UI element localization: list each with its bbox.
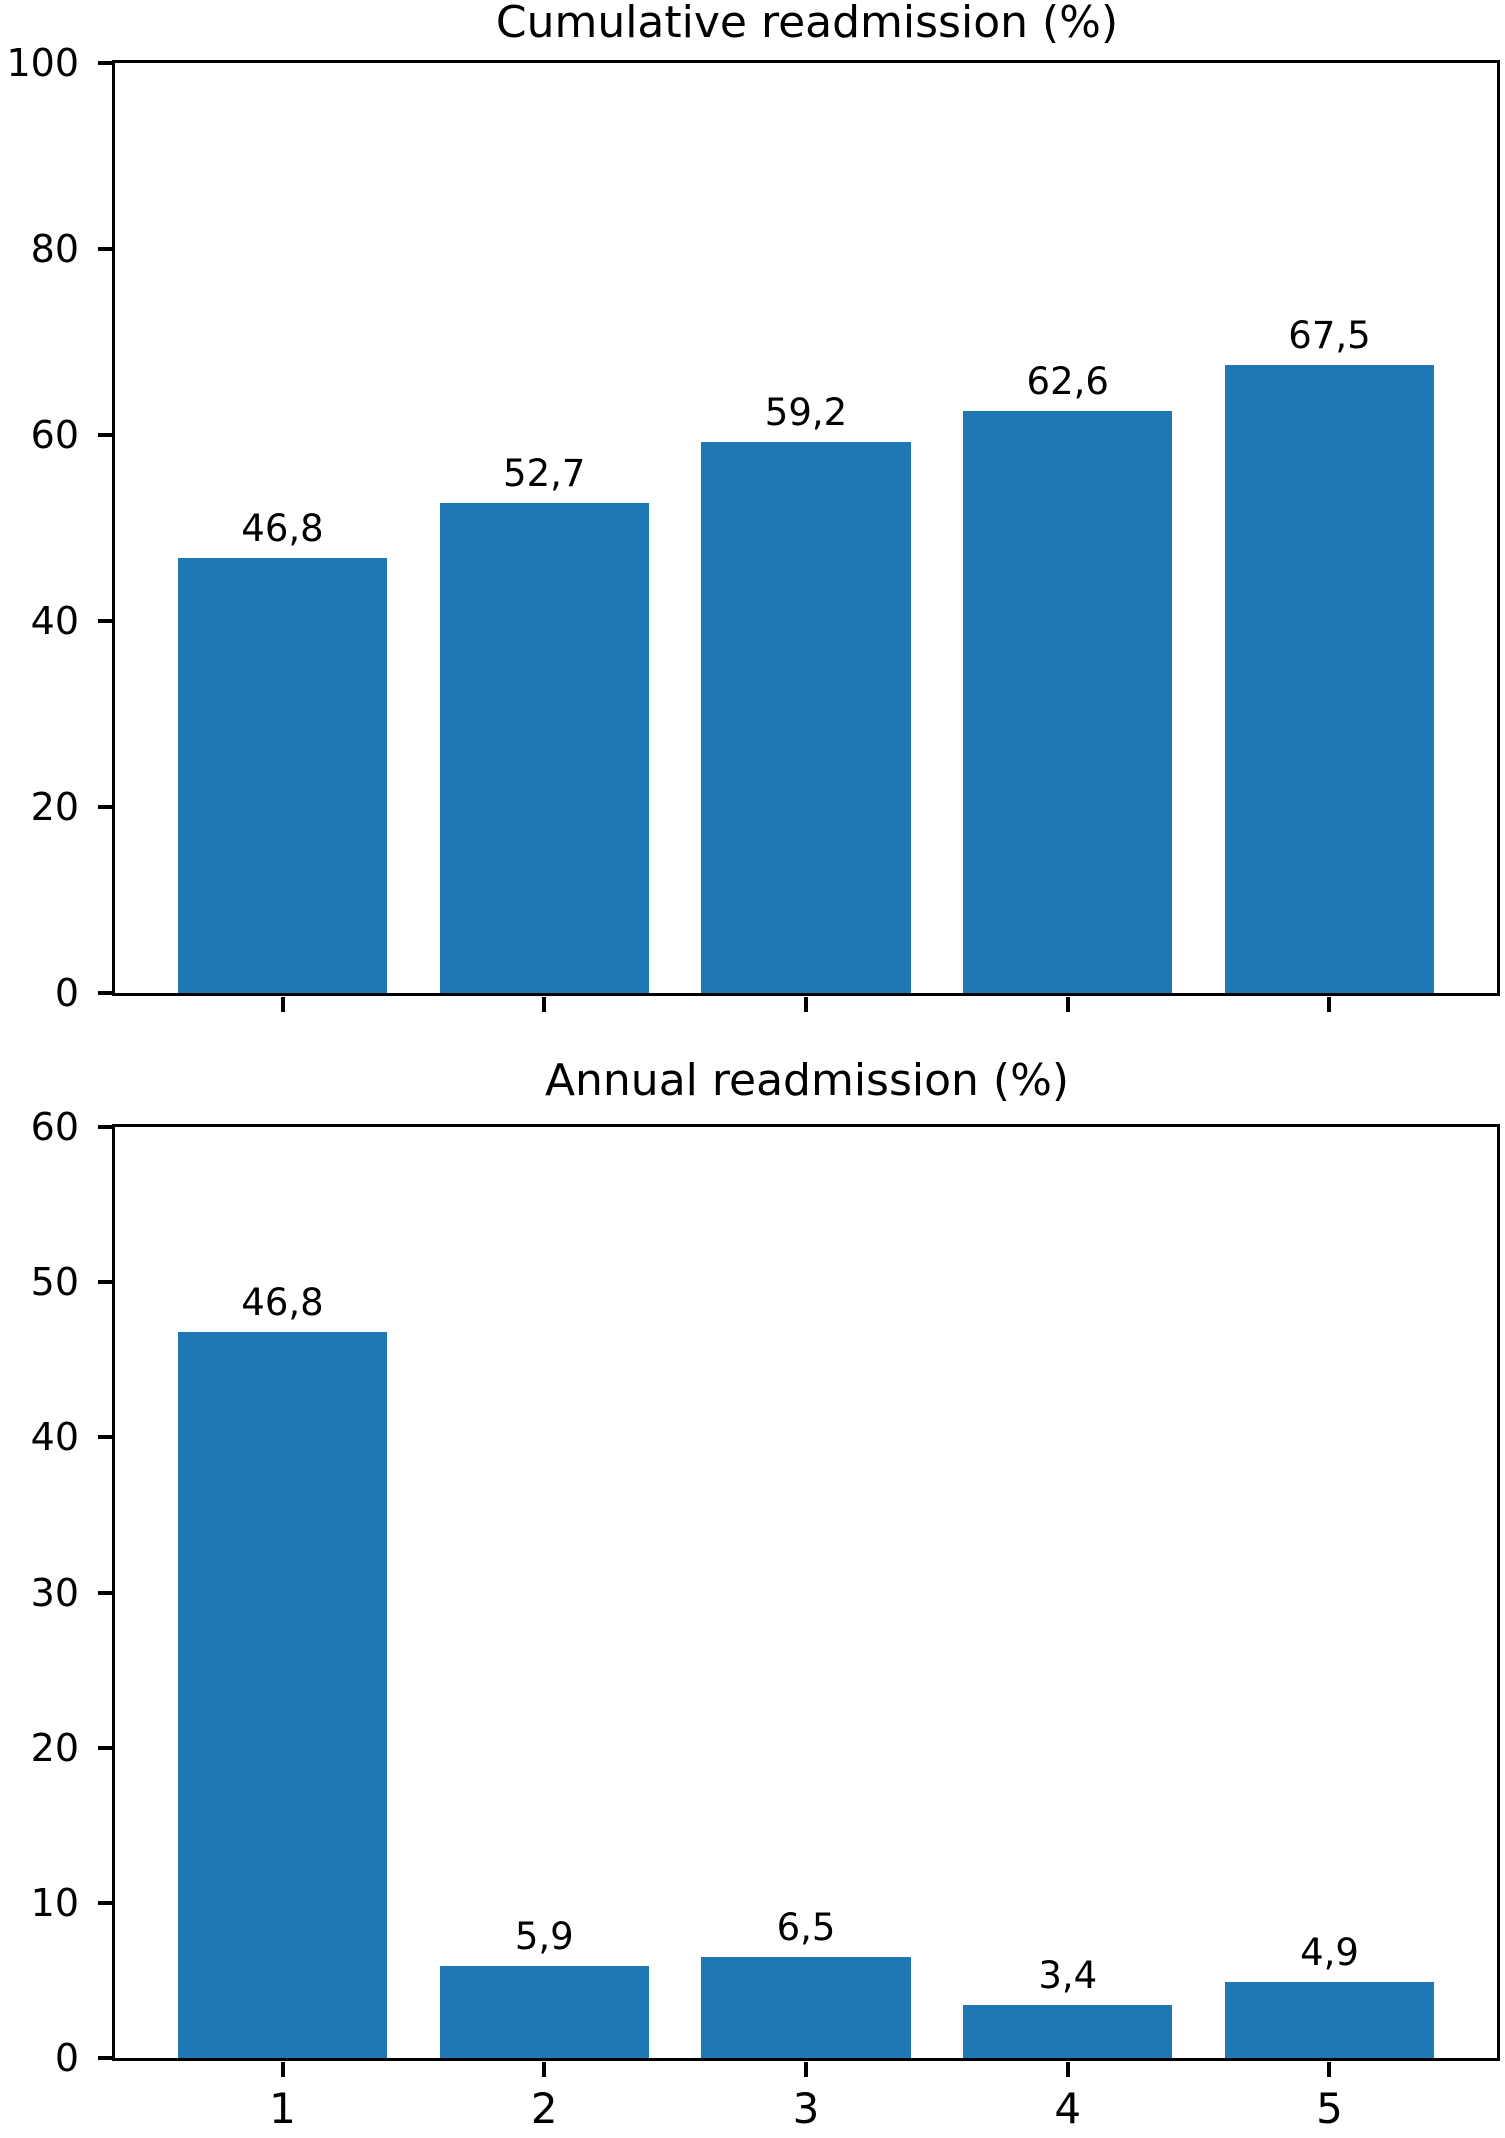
y-tick-label: 0: [54, 971, 79, 1015]
bar: [1224, 1981, 1435, 2058]
y-tick-label: 0: [54, 2036, 79, 2080]
bar: [701, 1957, 911, 2058]
bar-value-label: 67,5: [1288, 314, 1371, 358]
y-tick-label: 50: [30, 1260, 79, 1305]
y-tick-label: 20: [30, 785, 79, 829]
x-tick-mark: [1327, 2062, 1332, 2077]
chart-title-cumulative: Cumulative readmission (%): [495, 0, 1119, 48]
bar: [963, 2005, 1173, 2058]
bar-value-label: 46,8: [241, 506, 324, 550]
bar: [701, 442, 911, 993]
y-tick-mark: [98, 2056, 113, 2060]
bar-value-label: 46,8: [241, 1280, 324, 1324]
bar: [177, 1331, 388, 2058]
x-tick-mark: [280, 997, 285, 1012]
y-tick-mark: [98, 247, 113, 251]
x-tick-mark: [280, 2062, 285, 2077]
y-tick-label: 40: [30, 1415, 79, 1460]
bar-value-label: 4,9: [1300, 1930, 1359, 1974]
bar: [439, 1966, 649, 2058]
x-tick-label: 4: [1054, 2084, 1082, 2133]
bar: [439, 502, 649, 993]
y-tick-mark: [98, 805, 113, 809]
y-tick-label: 30: [30, 1570, 79, 1615]
y-tick-label: 60: [30, 413, 79, 457]
x-tick-mark: [804, 2062, 808, 2077]
bar-value-label: 5,9: [514, 1915, 574, 1959]
x-tick-label: 5: [1316, 2084, 1343, 2133]
x-tick-mark: [542, 997, 547, 1012]
plot-area-cumulative: 0 20 40 60 80 100 46,8 52,7 59,2 62,6 67,5: [6, 41, 1500, 1015]
x-tick-mark: [804, 997, 808, 1012]
x-tick-label: 2: [530, 2084, 558, 2133]
y-tick-label: 40: [30, 599, 79, 643]
x-tick-label: 3: [792, 2084, 820, 2133]
y-tick-mark: [98, 1900, 113, 1905]
x-tick-label: 1: [269, 2084, 296, 2133]
bar: [1224, 365, 1435, 993]
y-tick-mark: [98, 433, 113, 437]
y-tick-label: 60: [30, 1105, 79, 1149]
y-tick-mark: [98, 1435, 113, 1440]
bar-value-label: 6,5: [776, 1906, 836, 1950]
y-tick-label: 20: [30, 1725, 79, 1770]
bar: [963, 410, 1173, 993]
y-tick-label: 10: [30, 1880, 79, 1925]
y-tick-mark: [98, 1590, 113, 1595]
x-tick-mark: [542, 2062, 547, 2077]
x-tick-mark: [1327, 997, 1332, 1012]
y-tick-label: 80: [30, 227, 79, 271]
bar-value-label: 3,4: [1038, 1954, 1098, 1998]
plot-area-annual: 0 10 20 30 40 50 60 46,8 1 5,9 2 6,5 3 3,4 4 4,9 5: [31, 1105, 1500, 2133]
y-tick-label: 100: [6, 41, 79, 85]
bar-value-label: 59,2: [764, 391, 848, 435]
y-tick-mark: [98, 991, 113, 995]
x-tick-mark: [1065, 2062, 1070, 2077]
y-tick-mark: [98, 1745, 113, 1750]
chart-title-annual: Annual readmission (%): [544, 1055, 1070, 1106]
bar: [177, 557, 388, 993]
y-tick-mark: [98, 61, 113, 65]
x-tick-mark: [1065, 997, 1070, 1012]
y-tick-mark: [98, 1125, 113, 1129]
y-tick-mark: [98, 619, 113, 623]
bar-value-label: 62,6: [1026, 359, 1109, 403]
y-tick-mark: [98, 1280, 113, 1285]
bar-value-label: 52,7: [503, 451, 586, 495]
